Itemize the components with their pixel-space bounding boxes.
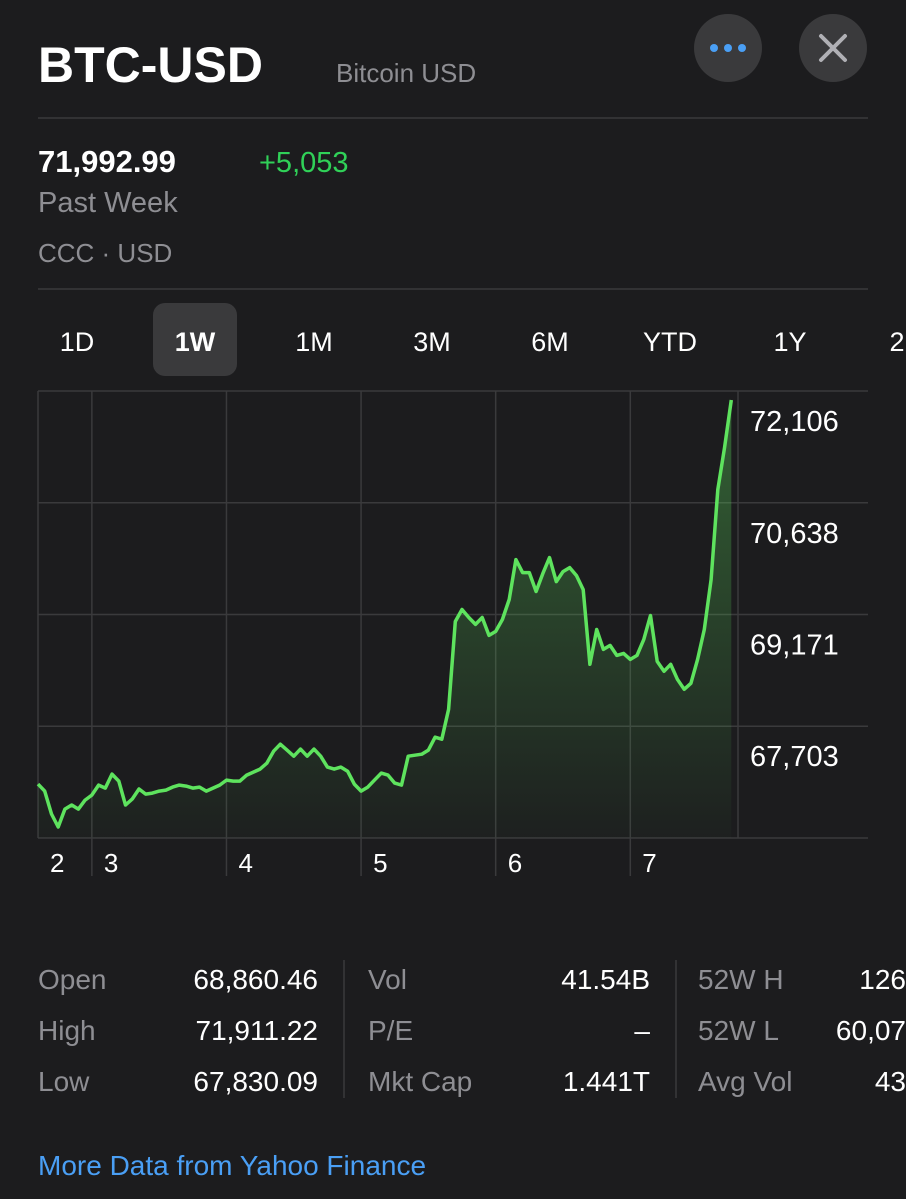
x-tick-label: 7: [642, 848, 656, 878]
stat-label: Open: [38, 964, 107, 995]
stat-label: High: [38, 1015, 96, 1046]
stat-label: Vol: [368, 964, 407, 995]
x-tick-label: 5: [373, 848, 387, 878]
x-tick-label: 2: [50, 848, 64, 878]
stat-label: 52W H: [698, 964, 784, 995]
stat-value: 43: [875, 1066, 906, 1097]
price-line: [36, 399, 734, 829]
stat-label: Mkt Cap: [368, 1066, 472, 1097]
stat-label: 52W L: [698, 1015, 779, 1046]
stat-value: 60,07: [836, 1015, 906, 1046]
company-name: Bitcoin USD: [336, 58, 476, 88]
y-tick-label: 67,703: [750, 741, 839, 773]
symbol: BTC-USD: [38, 37, 263, 93]
range-button[interactable]: 1D: [60, 327, 95, 357]
stat-value: 67,830.09: [193, 1066, 318, 1097]
dot: [724, 44, 732, 52]
range-button[interactable]: 2: [889, 327, 904, 357]
range-selector: 1D 1W 1M 3M 6M YTD 1Y 2: [60, 303, 905, 376]
stat-label: Avg Vol: [698, 1066, 792, 1097]
range-button[interactable]: 1W: [175, 327, 216, 357]
range-button[interactable]: 1M: [295, 327, 333, 357]
dot: [710, 44, 718, 52]
stat-value: 68,860.46: [193, 964, 318, 995]
price: 71,992.99: [38, 144, 176, 179]
stat-value: –: [634, 1015, 650, 1046]
range-button[interactable]: YTD: [643, 327, 697, 357]
y-tick-label: 69,171: [750, 629, 839, 661]
stat-value: 71,911.22: [196, 1015, 319, 1046]
stat-value: 126: [859, 964, 906, 995]
stat-label: P/E: [368, 1015, 413, 1046]
more-button[interactable]: [694, 14, 762, 82]
y-tick-label: 72,106: [750, 406, 839, 438]
period: Past Week: [38, 187, 178, 219]
yahoo-link[interactable]: More Data from Yahoo Finance: [38, 1150, 426, 1181]
area-fill: [38, 400, 732, 838]
x-tick-label: 6: [508, 848, 522, 878]
x-tick-label: 4: [238, 848, 252, 878]
range-selected-bg: [153, 303, 237, 376]
x-tick-label: 3: [104, 848, 118, 878]
dot: [738, 44, 746, 52]
close-icon: [819, 34, 847, 62]
price-chart: 67,703 69,171 70,638 72,106 2 3 4 5 6 7: [36, 390, 868, 878]
change: +5,053: [259, 147, 349, 179]
range-button[interactable]: 6M: [531, 327, 569, 357]
range-button[interactable]: 3M: [413, 327, 451, 357]
y-tick-label: 70,638: [750, 518, 839, 550]
stat-value: 1.441T: [563, 1066, 650, 1097]
stat-value: 41.54B: [561, 964, 650, 995]
range-button[interactable]: 1Y: [773, 327, 806, 357]
stats-table: Open 68,860.46 High 71,911.22 Low 67,830.09 Vo…: [38, 964, 906, 1097]
stat-label: Low: [38, 1066, 90, 1097]
source: CCC · USD: [38, 238, 172, 268]
close-button[interactable]: [799, 14, 867, 82]
